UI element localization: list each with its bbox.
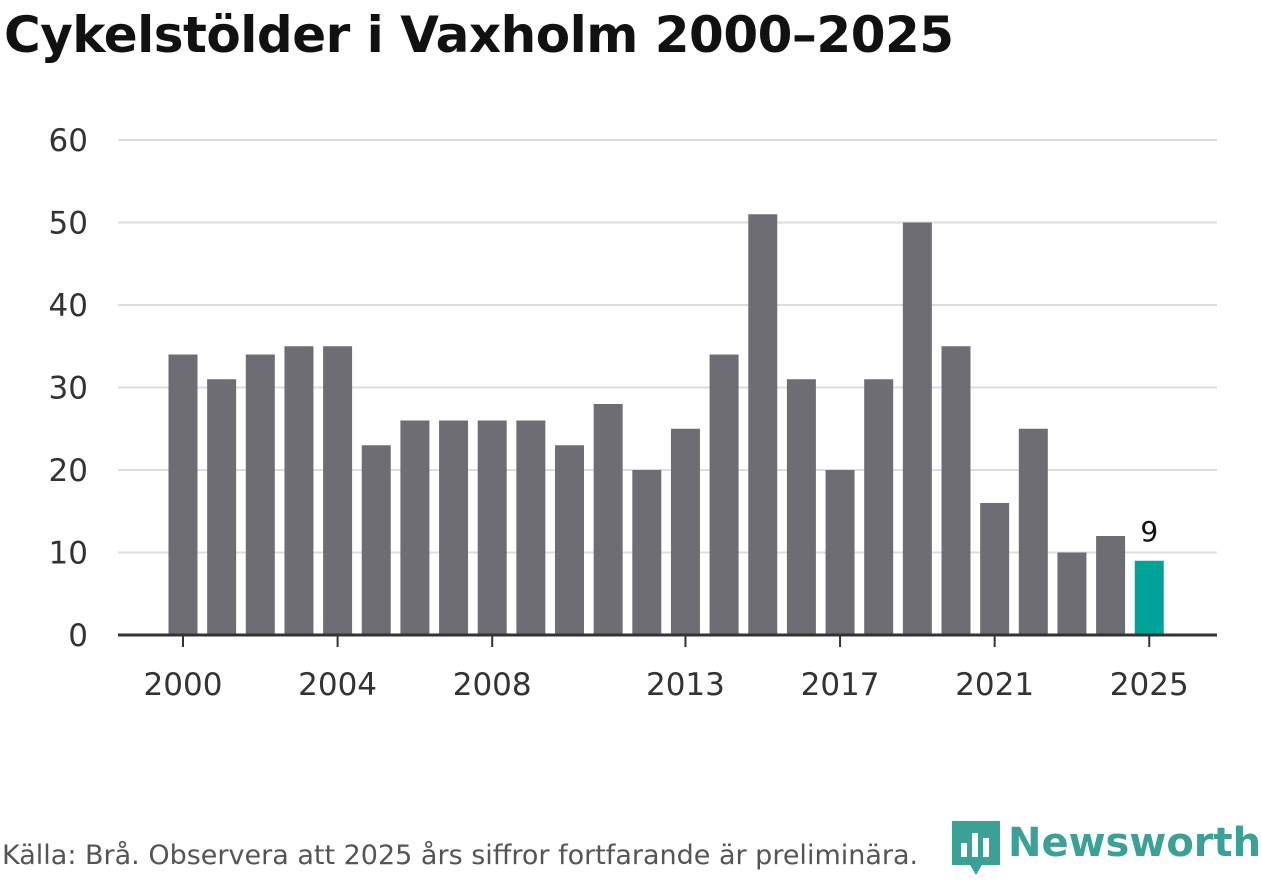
chart-title: Cykelstölder i Vaxholm 2000–2025 — [4, 6, 954, 64]
bar-2010 — [555, 445, 584, 635]
y-tick-label: 50 — [49, 206, 88, 242]
y-tick-label: 60 — [49, 123, 88, 159]
bar-2006 — [400, 420, 430, 635]
bar-2021 — [980, 503, 1010, 635]
bar-2022 — [1018, 428, 1048, 635]
bar-2000 — [168, 354, 198, 635]
data-labels: 9 — [1140, 515, 1158, 548]
bar-2019 — [902, 222, 932, 635]
x-tick-label: 2000 — [144, 667, 223, 703]
bar-2014 — [709, 354, 739, 635]
x-tick-label: 2021 — [955, 667, 1034, 703]
source-note: Källa: Brå. Observera att 2025 års siffr… — [2, 840, 919, 871]
y-tick-label: 20 — [49, 453, 88, 489]
bar-2011 — [593, 404, 623, 635]
bar-2012 — [632, 470, 662, 635]
bar-2003 — [284, 346, 314, 635]
bar-2001 — [207, 379, 237, 635]
bar-2004 — [323, 346, 353, 635]
bar-2008 — [477, 420, 507, 635]
bar-2023 — [1057, 552, 1087, 635]
bar-2024 — [1096, 536, 1126, 635]
bar-2016 — [786, 379, 816, 635]
newsworthy-logo: Newsworthy — [952, 818, 1262, 875]
x-tick-label: 2004 — [298, 667, 377, 703]
bars — [168, 214, 1164, 635]
x-axis-ticks: 2000 2004 2008 2013 2017 2021 2025 — [144, 635, 1189, 703]
bar-chart-icon — [952, 821, 1000, 875]
bar-2015 — [748, 214, 778, 635]
y-axis-ticks: 0 10 20 30 40 50 60 — [49, 123, 88, 654]
y-tick-label: 0 — [68, 618, 88, 654]
x-tick-label: 2017 — [801, 667, 880, 703]
bar-2007 — [439, 420, 469, 635]
bar-2025 — [1134, 560, 1164, 635]
logo-text: Newsworthy — [1008, 820, 1262, 866]
y-tick-label: 40 — [49, 288, 88, 324]
y-tick-label: 30 — [49, 371, 88, 407]
bar-2009 — [516, 420, 546, 635]
x-tick-label: 2013 — [646, 667, 725, 703]
data-label-2025: 9 — [1140, 515, 1158, 548]
x-tick-label: 2008 — [453, 667, 532, 703]
bar-2020 — [941, 346, 971, 635]
x-tick-label: 2025 — [1110, 667, 1189, 703]
bar-2017 — [825, 470, 855, 635]
y-tick-label: 10 — [49, 536, 88, 572]
bar-2013 — [670, 428, 700, 635]
gridlines — [118, 139, 1217, 554]
bar-2005 — [361, 445, 391, 635]
bar-2018 — [864, 379, 894, 635]
bar-2002 — [245, 354, 275, 635]
